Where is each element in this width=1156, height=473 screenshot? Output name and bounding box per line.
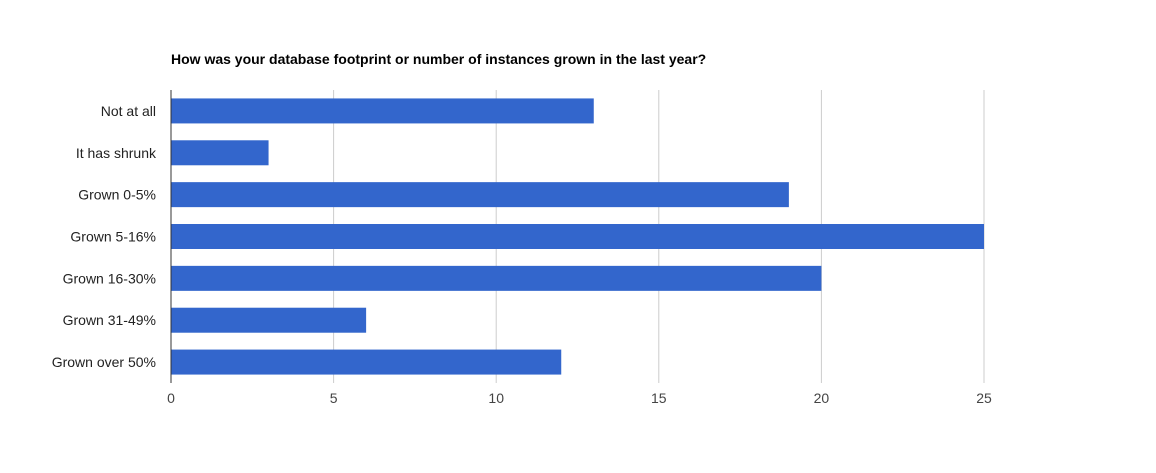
x-tick-label: 0 bbox=[167, 390, 175, 406]
category-label: Grown over 50% bbox=[52, 354, 156, 370]
x-tick-label: 25 bbox=[976, 390, 992, 406]
chart-title: How was your database footprint or numbe… bbox=[171, 51, 707, 67]
bar bbox=[171, 224, 984, 249]
x-tick-label: 15 bbox=[651, 390, 667, 406]
bar bbox=[171, 265, 822, 291]
bar bbox=[171, 182, 789, 208]
category-label: Grown 16-30% bbox=[63, 270, 156, 286]
bar bbox=[171, 349, 562, 375]
category-label: Not at all bbox=[101, 103, 156, 119]
category-label: Grown 5-16% bbox=[70, 229, 156, 245]
bar bbox=[171, 140, 269, 166]
x-tick-label: 10 bbox=[488, 390, 504, 406]
bar bbox=[171, 98, 594, 124]
category-label: Grown 0-5% bbox=[78, 187, 156, 203]
bar bbox=[171, 307, 367, 333]
category-label: It has shrunk bbox=[76, 145, 157, 161]
x-tick-label: 5 bbox=[330, 390, 338, 406]
category-label: Grown 31-49% bbox=[63, 312, 156, 328]
x-tick-label: 20 bbox=[814, 390, 830, 406]
